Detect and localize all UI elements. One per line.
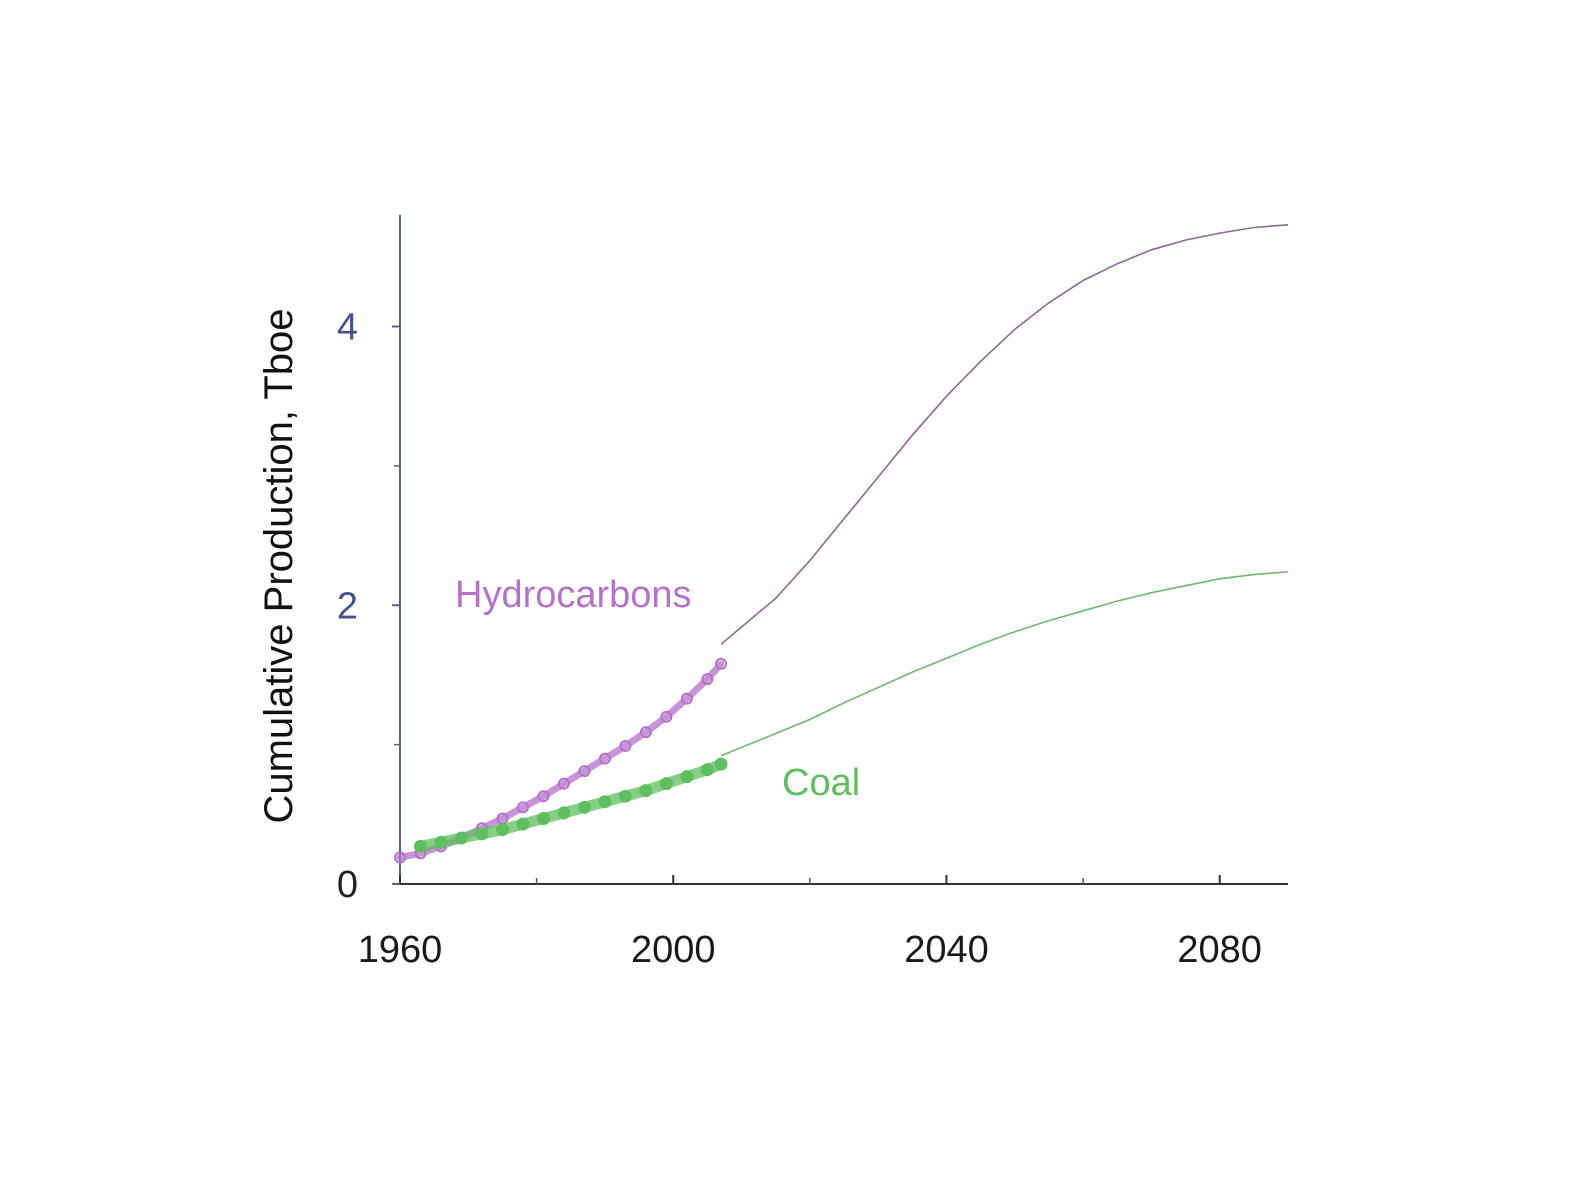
- data-point-coal: [659, 777, 673, 791]
- ticks: 1960 2000 2040 2080 0 2 4: [337, 307, 1262, 972]
- data-point-hydrocarbons: [598, 752, 611, 765]
- y-tick-label: 4: [337, 307, 358, 349]
- series-layer: [394, 224, 1289, 864]
- x-tick-label: 2040: [904, 929, 989, 971]
- data-point-coal: [618, 789, 632, 803]
- series-label-hydrocarbons: Hydrocarbons: [455, 574, 692, 616]
- data-point-coal: [714, 757, 728, 771]
- data-point-hydrocarbons: [701, 673, 714, 686]
- x-tick-label: 2000: [631, 929, 716, 971]
- x-tick-label: 1960: [358, 929, 443, 971]
- data-point-coal: [598, 795, 612, 809]
- data-point-hydrocarbons: [619, 740, 632, 753]
- y-axis-title: Cumulative Production, Tboe: [257, 308, 301, 823]
- series-label-coal: Coal: [782, 762, 860, 804]
- series-historical-line-hydrocarbons: [396, 660, 725, 861]
- y-tick-label: 2: [337, 585, 358, 627]
- data-point-coal: [557, 806, 571, 820]
- series-projection-line-hydrocarbons: [720, 224, 1289, 645]
- series-historical-line-coal: [415, 758, 727, 852]
- data-point-coal: [577, 800, 591, 814]
- data-point-hydrocarbons: [680, 692, 693, 705]
- data-point-hydrocarbons: [516, 801, 529, 814]
- data-point-hydrocarbons: [578, 765, 591, 778]
- data-point-hydrocarbons: [715, 657, 728, 670]
- data-point-hydrocarbons: [557, 777, 570, 790]
- data-point-coal: [700, 763, 714, 777]
- data-point-coal: [680, 770, 694, 784]
- y-tick-label: 0: [337, 864, 358, 906]
- data-point-hydrocarbons: [394, 851, 406, 864]
- data-point-coal: [434, 835, 448, 849]
- data-point-coal: [495, 823, 509, 837]
- data-point-hydrocarbons: [639, 726, 652, 739]
- data-point-hydrocarbons: [660, 710, 673, 723]
- series-projection-line-coal: [720, 571, 1289, 757]
- data-point-coal: [475, 827, 489, 841]
- data-point-coal: [454, 831, 468, 845]
- data-point-coal: [413, 839, 427, 853]
- data-point-hydrocarbons: [537, 790, 550, 803]
- data-point-coal: [639, 784, 653, 798]
- data-point-coal: [536, 811, 550, 825]
- x-tick-label: 2080: [1177, 929, 1262, 971]
- data-point-coal: [516, 817, 530, 831]
